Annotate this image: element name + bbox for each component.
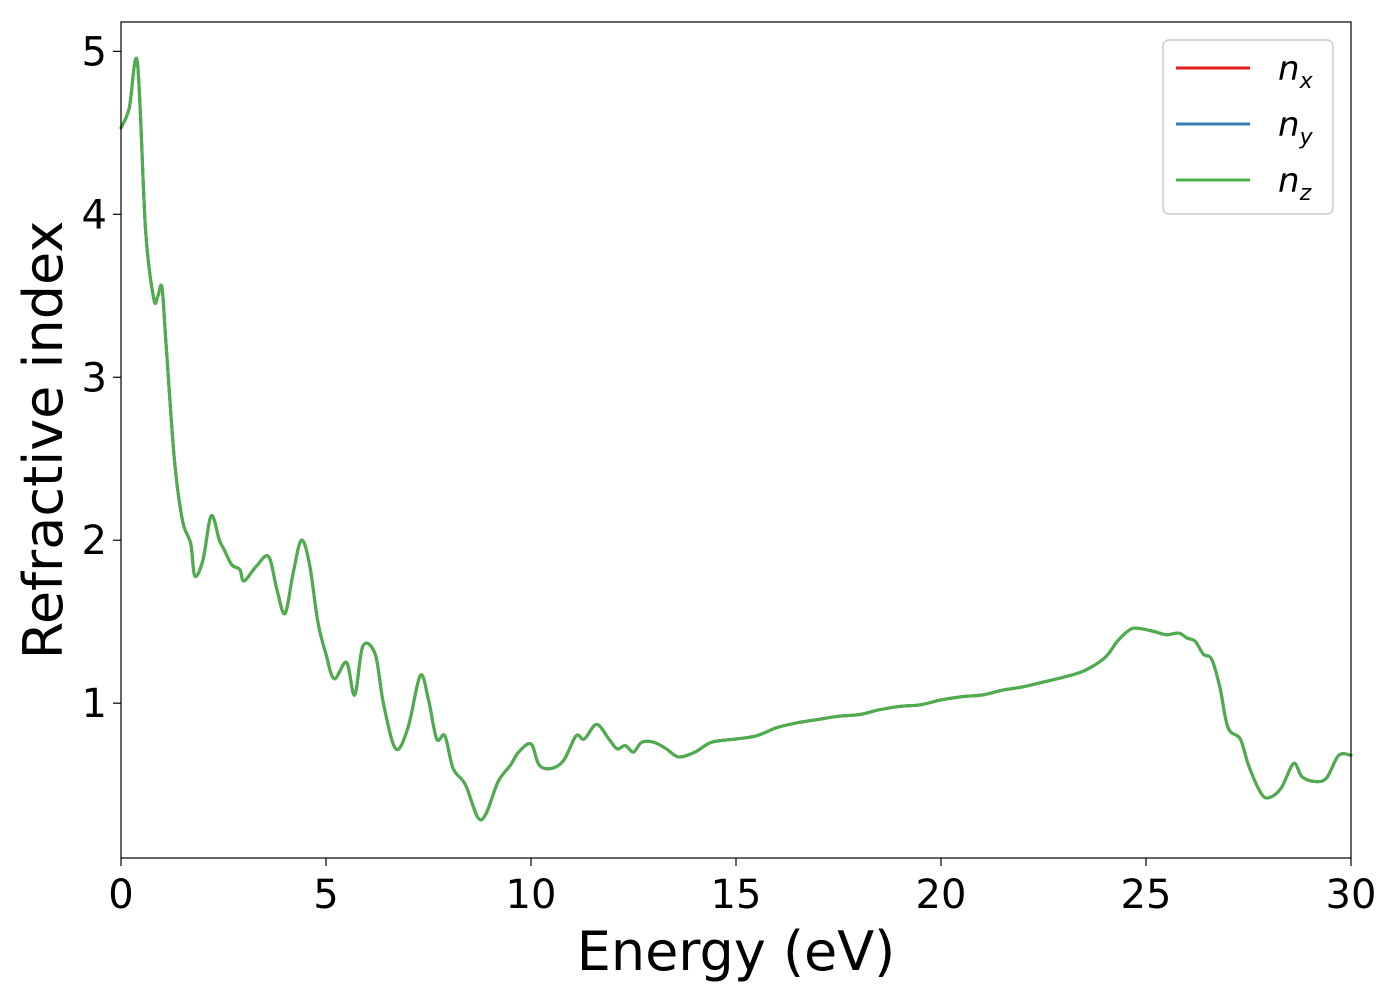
- x-tick-label: 30: [1326, 872, 1377, 918]
- x-tick-label: 15: [711, 872, 762, 918]
- y-axis-label: Refractive index: [12, 221, 75, 660]
- y-tick-label: 5: [82, 29, 107, 75]
- x-tick-label: 10: [506, 872, 557, 918]
- y-tick-label: 4: [82, 192, 107, 238]
- legend-frame: [1162, 39, 1334, 215]
- legend: nx ny nz: [1162, 39, 1334, 215]
- series-layer: [119, 57, 1353, 822]
- y-tick-label: 1: [82, 681, 107, 727]
- x-tick-label: 5: [313, 872, 338, 918]
- y-axis: 1 2 3 4 5: [82, 29, 121, 727]
- x-tick-label: 25: [1121, 872, 1172, 918]
- x-axis-label: Energy (eV): [577, 920, 896, 983]
- legend-label-y: ny: [1278, 105, 1314, 150]
- legend-label-z: nz: [1278, 161, 1312, 206]
- x-tick-label: 20: [916, 872, 967, 918]
- y-tick-label: 3: [82, 355, 107, 401]
- x-tick-label: 0: [108, 872, 133, 918]
- legend-label-x: nx: [1278, 49, 1314, 94]
- plot-background: [121, 22, 1351, 858]
- y-tick-label: 2: [82, 518, 107, 564]
- series-line-z: [119, 57, 1353, 822]
- x-axis: 0 5 10 15 20 25 30: [108, 858, 1376, 918]
